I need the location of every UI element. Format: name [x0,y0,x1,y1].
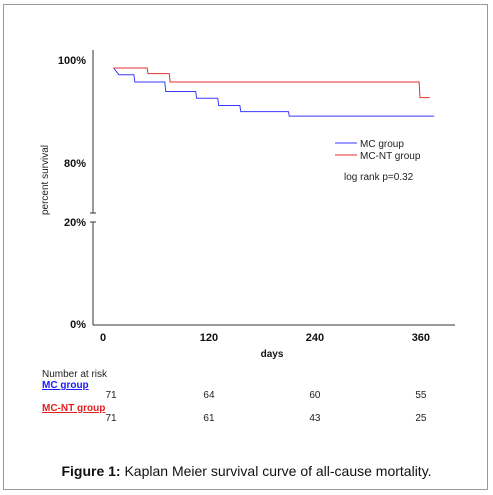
caption-label: Figure 1: [61,463,121,479]
risk-value: 43 [309,413,321,424]
risk-value: 60 [309,390,321,401]
x-tick-label: 240 [306,332,324,344]
series-line-mc-nt [113,67,430,99]
series-layer [113,67,435,117]
y-tick-label-top: 100% [58,55,86,67]
risk-value: 61 [203,413,215,424]
log-rank-annotation: log rank p=0.32 [344,172,414,183]
x-tick-label: 120 [200,332,218,344]
y-axis-title: percent survival [40,145,51,215]
legend-label-nt: MC-NT group [360,151,421,162]
risk-group-mc-nt: MC-NT group [42,403,106,414]
risk-value: 71 [105,390,117,401]
y-tick-label-80: 80% [64,158,86,170]
survival-chart: 100% 80% 20% 0% percent survival 0 120 240… [40,50,455,360]
caption-text: Kaplan Meier survival curve of all-cause… [120,463,432,479]
figure-caption: Figure 1: Kaplan Meier survival curve of… [0,463,493,479]
risk-value: 55 [415,390,427,401]
risk-value: 25 [415,413,427,424]
x-axis-title: days [261,349,284,360]
risk-value: 71 [105,413,117,424]
legend-label-mc: MC group [360,139,404,150]
x-tick-label: 0 [100,332,106,344]
y-tick-label-bottom: 0% [70,319,86,331]
figure-frame [3,4,488,490]
y-tick-label-20: 20% [64,217,86,229]
series-line-mc [113,67,435,117]
x-tick-labels: 0 120 240 360 [100,332,430,344]
x-tick-label: 360 [412,332,430,344]
risk-group-mc: MC group [42,380,89,391]
risk-table-header: Number at risk [42,369,108,380]
risk-value: 64 [203,390,215,401]
